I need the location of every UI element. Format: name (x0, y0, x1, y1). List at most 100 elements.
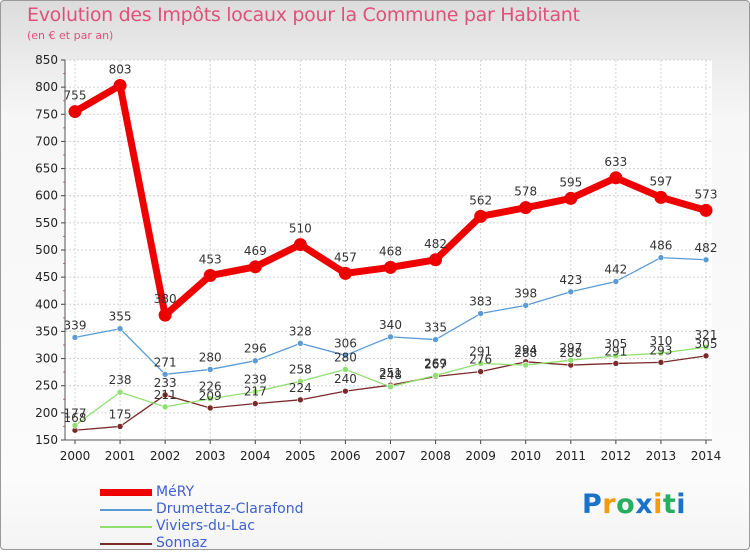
data-point-m-ry (384, 260, 397, 274)
data-label-viviers-du-lac: 310 (649, 334, 672, 348)
data-point-viviers-du-lac (702, 343, 710, 351)
y-tick-label: 300 (35, 352, 58, 366)
data-label-drumettaz-clarafond: 355 (109, 310, 132, 324)
x-tick-label: 2000 (60, 449, 91, 463)
data-point-viviers-du-lac (432, 372, 439, 379)
data-label-drumettaz-clarafond: 340 (379, 318, 402, 332)
x-tick-label: 2014 (691, 449, 722, 463)
data-point-drumettaz-clarafond (657, 254, 665, 261)
y-tick-label: 850 (35, 53, 58, 67)
data-label-sonnaz: 251 (379, 366, 402, 380)
data-label-viviers-du-lac: 248 (379, 368, 402, 382)
data-point-viviers-du-lac (567, 356, 575, 364)
data-label-sonnaz: 175 (109, 407, 132, 421)
y-tick-label: 500 (35, 243, 58, 257)
x-tick-label: 2009 (465, 449, 496, 463)
logo-letter: r (602, 489, 617, 520)
data-point-m-ry (158, 308, 172, 322)
data-point-viviers-du-lac (522, 361, 530, 369)
data-label-sonnaz: 217 (244, 385, 267, 399)
data-label-m-ry: 578 (514, 185, 537, 199)
data-label-sonnaz: 233 (154, 376, 177, 390)
logo-letter: i (653, 489, 663, 520)
data-label-sonnaz: 276 (469, 353, 492, 367)
data-label-sonnaz: 240 (334, 372, 357, 386)
x-tick-label: 2007 (375, 449, 406, 463)
data-point-drumettaz-clarafond (702, 256, 710, 264)
data-point-sonnaz (702, 352, 710, 360)
data-point-sonnaz (161, 391, 169, 399)
x-tick-label: 2008 (420, 449, 451, 463)
legend-swatch-viviers-du-lac (100, 526, 152, 528)
data-point-m-ry (429, 253, 443, 267)
x-tick-label: 2011 (556, 449, 587, 463)
data-label-drumettaz-clarafond: 486 (649, 239, 672, 253)
data-point-m-ry (68, 105, 82, 119)
legend-label-viviers-du-lac: Viviers-du-Lac (156, 518, 255, 534)
data-point-m-ry (519, 201, 533, 215)
data-label-sonnaz: 209 (199, 389, 222, 403)
data-label-sonnaz: 168 (64, 411, 87, 425)
logo-letter: i (676, 489, 687, 520)
data-label-m-ry: 468 (379, 244, 402, 258)
data-label-sonnaz: 294 (514, 343, 537, 357)
data-label-m-ry: 633 (604, 155, 627, 169)
legend-label-mery: MéRY (156, 484, 195, 500)
data-label-viviers-du-lac: 297 (559, 341, 582, 355)
data-label-m-ry: 457 (334, 250, 357, 264)
y-tick-label: 550 (35, 216, 58, 230)
data-label-sonnaz: 224 (289, 381, 312, 395)
legend-swatch-sonnaz (100, 543, 152, 545)
data-point-drumettaz-clarafond (251, 357, 259, 365)
y-tick-label: 750 (35, 107, 58, 121)
data-point-sonnaz (612, 360, 620, 367)
data-point-drumettaz-clarafond (612, 278, 620, 285)
data-label-m-ry: 597 (649, 174, 672, 188)
data-label-m-ry: 803 (109, 63, 132, 77)
data-point-drumettaz-clarafond (161, 371, 169, 378)
y-tick-label: 150 (35, 433, 58, 447)
x-tick-label: 2002 (150, 449, 181, 463)
data-point-sonnaz (116, 423, 124, 430)
data-point-drumettaz-clarafond (477, 310, 484, 317)
data-label-sonnaz: 305 (695, 337, 718, 351)
data-label-m-ry: 562 (469, 193, 492, 207)
data-point-drumettaz-clarafond (522, 302, 530, 309)
data-label-sonnaz: 267 (424, 357, 447, 371)
x-tick-label: 2001 (105, 449, 136, 463)
data-label-drumettaz-clarafond: 280 (199, 350, 222, 364)
data-label-viviers-du-lac: 321 (695, 328, 718, 342)
data-label-m-ry: 595 (559, 175, 582, 189)
data-point-sonnaz (657, 359, 665, 366)
data-label-m-ry: 510 (289, 222, 312, 236)
data-point-sonnaz (297, 396, 304, 404)
data-label-sonnaz: 293 (649, 343, 672, 357)
data-label-viviers-du-lac: 226 (199, 380, 222, 394)
data-label-m-ry: 482 (424, 237, 447, 251)
data-point-drumettaz-clarafond (71, 334, 79, 341)
y-tick-label: 650 (35, 162, 58, 176)
x-tick-label: 2004 (240, 449, 271, 463)
legend-label-drumettaz-clarafond: Drumettaz-Clarafond (156, 501, 304, 517)
data-label-drumettaz-clarafond: 383 (469, 295, 492, 309)
data-label-m-ry: 573 (695, 187, 718, 201)
x-tick-label: 2013 (646, 449, 677, 463)
data-point-viviers-du-lac (612, 352, 620, 360)
data-label-viviers-du-lac: 239 (244, 373, 267, 387)
data-label-m-ry: 469 (244, 244, 267, 258)
data-label-viviers-du-lac: 269 (424, 356, 447, 370)
data-point-m-ry (564, 191, 578, 205)
data-point-drumettaz-clarafond (297, 340, 304, 347)
y-tick-label: 350 (35, 324, 58, 338)
data-label-sonnaz: 288 (559, 346, 582, 360)
data-label-m-ry: 755 (64, 89, 87, 103)
data-point-m-ry (203, 269, 217, 283)
data-point-viviers-du-lac (387, 383, 394, 391)
data-point-sonnaz (342, 387, 349, 395)
chart-title: Evolution des Impôts locaux pour la Comm… (27, 4, 580, 26)
data-label-drumettaz-clarafond: 296 (244, 342, 267, 356)
data-point-m-ry (248, 260, 262, 274)
chart-subtitle: (en € et par an) (27, 29, 114, 42)
data-point-sonnaz (477, 368, 484, 375)
